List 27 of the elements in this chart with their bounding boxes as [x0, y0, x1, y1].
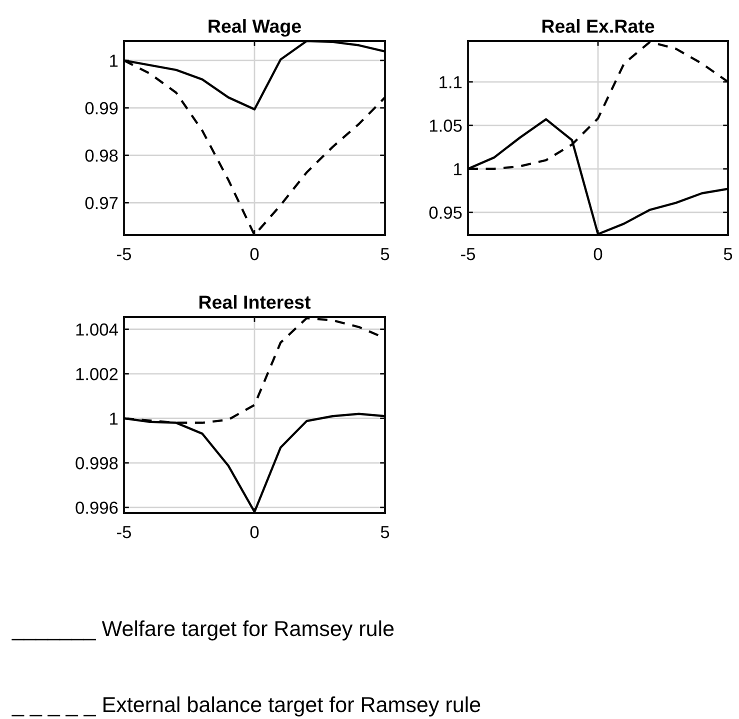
y-tick-label: 0.998: [76, 457, 118, 470]
chart-title: Real Ex.Rate: [542, 19, 654, 33]
y-tick-label: 0.996: [76, 502, 118, 514]
y-tick-label: 1.002: [76, 368, 118, 380]
y-tick-label: 1.004: [76, 323, 118, 336]
y-tick-label: 1: [110, 412, 118, 425]
x-tick-label: 0: [594, 248, 602, 260]
y-tick-label: 0.98: [85, 149, 118, 162]
x-tick-label: 5: [380, 526, 390, 538]
y-tick-label: 1.05: [430, 120, 462, 132]
y-tick-label: 0.97: [85, 196, 118, 210]
x-tick-label: 5: [724, 248, 732, 260]
text: _______ Welfare target for Ramsey rule: [12, 620, 394, 640]
x-tick-label: -5: [461, 248, 475, 260]
x-tick-label: 5: [380, 248, 390, 260]
y-tick-label: 1: [454, 163, 462, 176]
y-tick-label: 0.99: [85, 102, 118, 114]
x-tick-label: -5: [117, 248, 131, 260]
x-tick-label: -5: [117, 526, 131, 538]
y-tick-label: 0.95: [429, 206, 462, 219]
chart-title: Real Interest: [199, 295, 311, 309]
x-tick-label: 0: [250, 248, 259, 260]
y-tick-label: 1: [110, 54, 118, 67]
y-tick-label: 1.1: [440, 76, 462, 88]
chart-title: Real Wage: [208, 19, 301, 37]
x-tick-label: 0: [250, 526, 259, 538]
text: _ _ _ _ _ External balance target for Ramsey rule: [12, 696, 480, 716]
